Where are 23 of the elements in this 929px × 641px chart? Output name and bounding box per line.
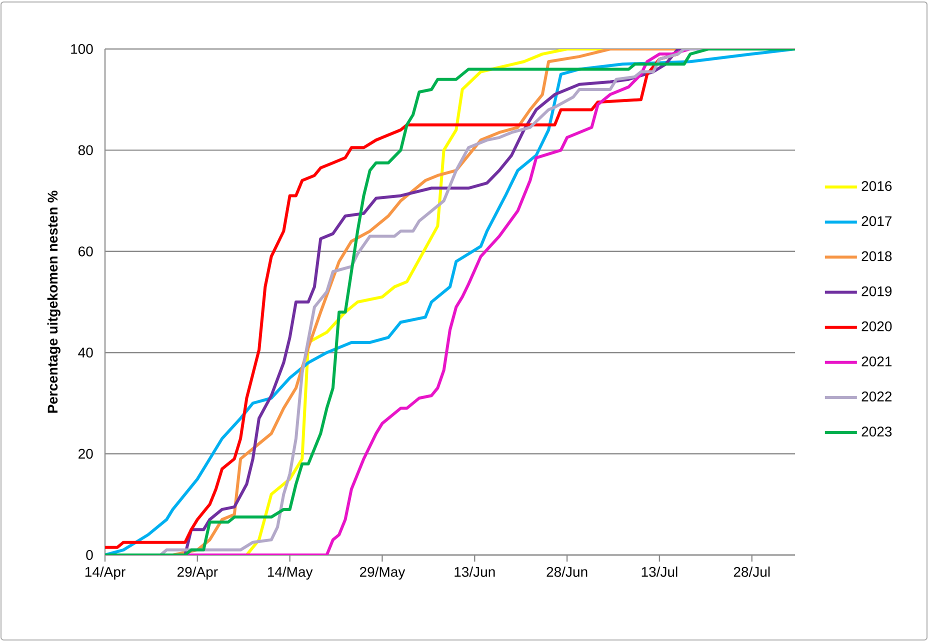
- legend-label: 2019: [862, 286, 892, 296]
- x-tick-label: 14/May: [268, 566, 313, 580]
- legend-label: 2023: [862, 426, 892, 437]
- y-tick-label: 0: [86, 550, 93, 560]
- y-axis-title: Percentage uitgekomen nesten %: [47, 190, 60, 413]
- x-tick-label: 28/Jul: [734, 566, 770, 577]
- legend-label: 2020: [862, 321, 892, 332]
- legend-label: 2021: [862, 356, 892, 366]
- y-tick-label: 40: [78, 348, 93, 358]
- x-tick-label: 29/May: [360, 566, 406, 580]
- y-tick-label: 20: [78, 448, 93, 459]
- y-tick-label: 100: [71, 44, 93, 54]
- legend-label: 2016: [862, 181, 892, 192]
- x-tick-label: 13/Jun: [454, 566, 495, 577]
- legend-label: 2017: [862, 216, 892, 226]
- y-tick-label: 60: [78, 246, 93, 256]
- legend-label: 2022: [862, 392, 892, 402]
- y-tick-label: 80: [78, 145, 93, 156]
- legend-label: 2018: [862, 251, 892, 262]
- x-tick-label: 13/Jul: [642, 566, 678, 577]
- x-tick-label: 28/Jun: [546, 566, 588, 577]
- x-tick-label: 14/Apr: [85, 566, 126, 580]
- x-tick-label: 29/Apr: [178, 566, 218, 580]
